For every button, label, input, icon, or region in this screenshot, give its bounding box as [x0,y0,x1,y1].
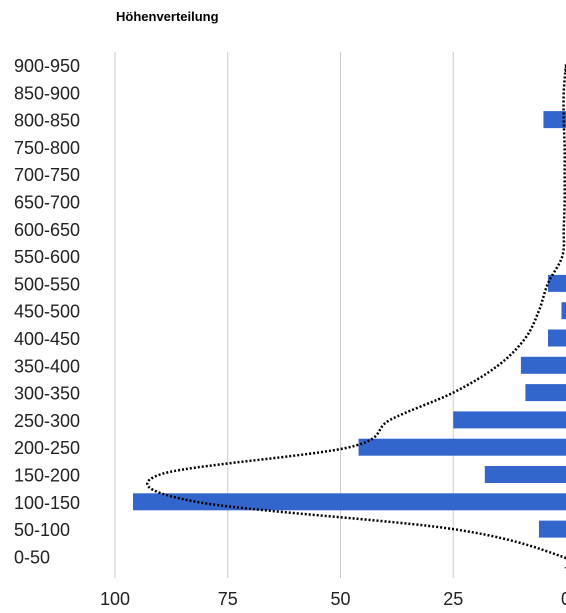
y-tick-label: 800-850 [14,111,80,131]
y-tick-label: 350-400 [14,356,80,376]
x-tick-label: 100 [100,589,130,609]
distribution-curve [146,63,566,570]
y-tick-label: 400-450 [14,329,80,349]
bar [561,302,566,320]
bar [358,438,566,456]
bar [453,411,566,429]
y-tick-label: 250-300 [14,411,80,431]
bar [538,520,566,538]
y-tick-label: 300-350 [14,384,80,404]
bar [547,274,566,292]
y-tick-label: 550-600 [14,247,80,267]
y-tick-label: 450-500 [14,302,80,322]
bar [484,466,566,483]
chart-title: Höhenverteilung [116,9,219,24]
y-tick-label: 200-250 [14,438,80,458]
bar [525,384,566,402]
y-tick-label: 850-900 [14,83,80,103]
x-tick-label: 25 [443,589,463,609]
y-tick-label: 650-700 [14,193,80,213]
bar [543,111,566,129]
y-tick-label: 600-650 [14,220,80,240]
y-tick-label: 750-800 [14,138,80,158]
y-tick-label: 900-950 [14,56,80,76]
y-tick-label: 50-100 [14,520,70,540]
bar [520,356,566,374]
y-tick-label: 150-200 [14,466,80,486]
bar [133,493,566,511]
y-tick-label: 100-150 [14,493,80,513]
x-tick-label: 0 [561,589,566,609]
x-tick-label: 50 [330,589,350,609]
x-tick-label: 75 [218,589,238,609]
y-tick-label: 500-550 [14,274,80,294]
y-tick-label: 700-750 [14,165,80,185]
y-tick-label: 0-50 [14,547,50,567]
bar [547,329,566,347]
